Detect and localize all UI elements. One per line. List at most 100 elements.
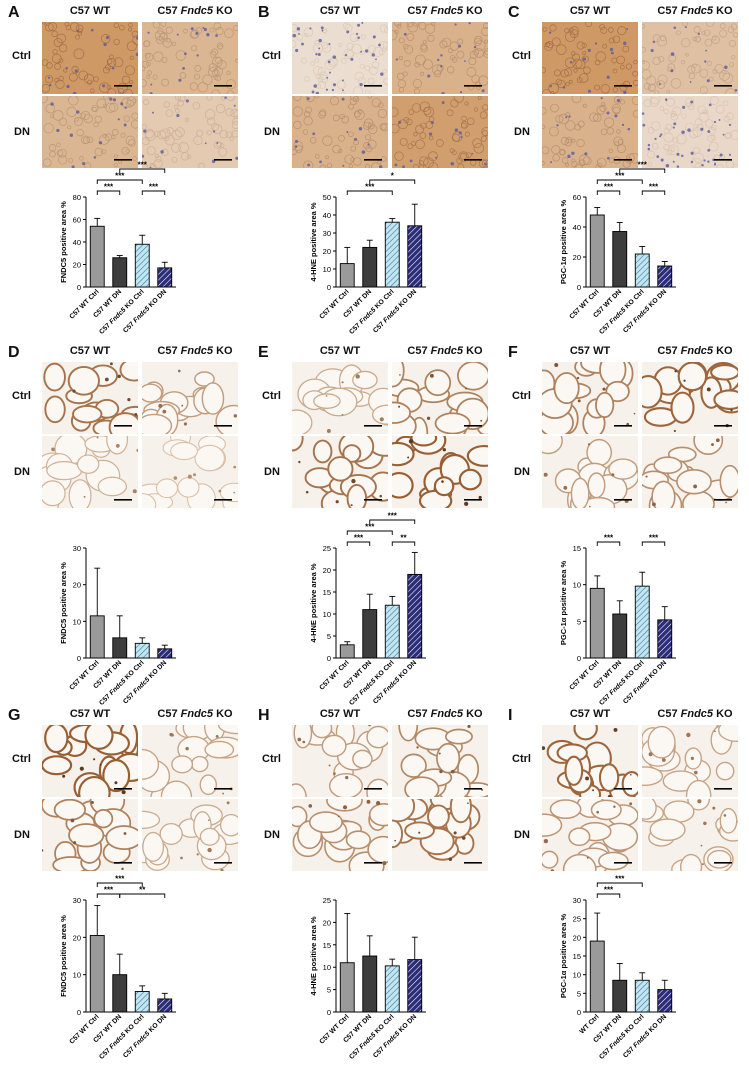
x-tick-label: C57 Fndc5 KO DN (372, 288, 418, 334)
y-tick-label: 30 (573, 896, 581, 905)
micrograph-ko-ctrl (142, 362, 238, 434)
micrograph-image (392, 96, 488, 168)
micrograph-wt-dn (542, 96, 638, 168)
y-tick-label: 10 (73, 971, 81, 980)
row-header-dn: DN (264, 466, 280, 478)
micrograph-ko-dn (392, 96, 488, 168)
column-header-wt: C57 WT (290, 708, 390, 720)
significance-label: *** (149, 183, 159, 192)
row-header-ctrl-text: Ctrl (512, 50, 531, 62)
row-header-dn-text: DN (14, 829, 30, 841)
column-header-wt: C57 WT (540, 345, 640, 357)
significance-bracket: *** (96, 886, 121, 898)
column-header-wt: C57 WT (40, 708, 140, 720)
y-tick-label: 0 (327, 1008, 331, 1017)
y-tick-label: 30 (323, 229, 331, 238)
micrograph-image (542, 362, 638, 434)
micrograph-ko-dn (642, 799, 738, 871)
row-header-dn: DN (264, 126, 280, 138)
panel-D: D C57 WT C57 Fndc5 KO Ctrl DN 0 10 20 30 FNDC5 po… (0, 340, 249, 707)
micrograph-image (142, 362, 238, 434)
y-tick-label: 20 (323, 566, 331, 575)
column-header-wt-text: C57 WT (69, 5, 111, 17)
column-header-wt-text: C57 WT (69, 708, 111, 720)
y-tick-label: 0 (327, 654, 331, 663)
row-header-dn: DN (514, 829, 530, 841)
bar (384, 221, 400, 288)
micrograph-wt-dn (292, 96, 388, 168)
panel-label: F (508, 344, 518, 361)
column-header-ko-prefix: C57 (157, 708, 181, 720)
bar (612, 613, 628, 659)
micrograph-wt-dn (542, 436, 638, 508)
bar (362, 246, 378, 288)
y-tick-label: 10 (323, 963, 331, 972)
significance-label: *** (604, 534, 614, 543)
micrograph-image (642, 725, 738, 797)
micrograph-wt-dn (292, 799, 388, 871)
significance-bracket: *** (96, 183, 121, 195)
micrograph-ko-ctrl (392, 725, 488, 797)
significance-label: *** (615, 172, 625, 181)
row-header-ctrl: Ctrl (262, 390, 281, 402)
micrograph-wt-dn (42, 96, 138, 168)
y-tick-label: 60 (73, 216, 81, 225)
bar (634, 979, 650, 1013)
bar (589, 214, 605, 288)
column-header-wt-text: C57 WT (69, 345, 111, 357)
y-tick-label: 15 (323, 588, 331, 597)
bar (134, 243, 150, 288)
bar (134, 642, 150, 659)
y-axis-label: 4-HNE positive area % (309, 916, 318, 996)
column-header-wt-text: C57 WT (569, 345, 611, 357)
column-header-ko: C57 Fndc5 KO (640, 345, 749, 357)
significance-bracket: ** (119, 886, 166, 898)
micrograph-wt-dn (42, 436, 138, 508)
row-header-ctrl-text: Ctrl (262, 50, 281, 62)
y-tick-label: 25 (323, 896, 331, 905)
row-header-ctrl-text: Ctrl (12, 753, 31, 765)
y-axis-label: 4-HNE positive area % (309, 563, 318, 643)
y-tick-label: 0 (577, 1008, 581, 1017)
column-header-ko: C57 Fndc5 KO (140, 5, 250, 17)
y-axis-label: PGC-1α positive area % (559, 561, 568, 646)
column-header-ko-gene: Fndc5 (430, 708, 464, 720)
column-header-wt: C57 WT (540, 5, 640, 17)
significance-label: ** (400, 534, 407, 543)
column-header-ko-suffix: KO (463, 345, 483, 357)
significance-label: *** (649, 534, 659, 543)
micrograph-wt-ctrl (292, 362, 388, 434)
column-header-ko-gene: Fndc5 (430, 345, 464, 357)
column-header-wt-text: C57 WT (319, 708, 361, 720)
significance-label: *** (365, 523, 375, 532)
row-header-ctrl-text: Ctrl (512, 753, 531, 765)
micrograph-image (642, 362, 738, 434)
row-header-dn: DN (14, 829, 30, 841)
panel-label: A (8, 4, 20, 21)
micrograph-image (292, 725, 388, 797)
row-header-dn-text: DN (514, 126, 530, 138)
micrograph-ko-ctrl (642, 725, 738, 797)
row-header-dn-text: DN (264, 829, 280, 841)
micrograph-image (542, 436, 638, 508)
micrograph-image (392, 362, 488, 434)
y-tick-label: 30 (73, 544, 81, 553)
y-axis-label: PGC-1α positive area % (559, 200, 568, 285)
column-header-ko-suffix: KO (213, 708, 233, 720)
significance-bracket: *** (596, 875, 643, 887)
row-header-dn: DN (264, 829, 280, 841)
significance-bracket: *** (641, 534, 666, 546)
micrograph-ko-ctrl (642, 22, 738, 94)
x-tick-label: C57 Fndc5 KO DN (622, 288, 668, 334)
column-header-ko-gene: Fndc5 (180, 708, 214, 720)
row-header-dn-text: DN (14, 126, 30, 138)
bar (384, 604, 400, 659)
y-tick-label: 0 (77, 1008, 81, 1017)
y-tick-label: 0 (77, 283, 81, 292)
significance-label: *** (388, 512, 398, 521)
micrograph-wt-ctrl (292, 22, 388, 94)
significance-bracket: *** (619, 161, 666, 173)
significance-label: *** (604, 183, 614, 192)
